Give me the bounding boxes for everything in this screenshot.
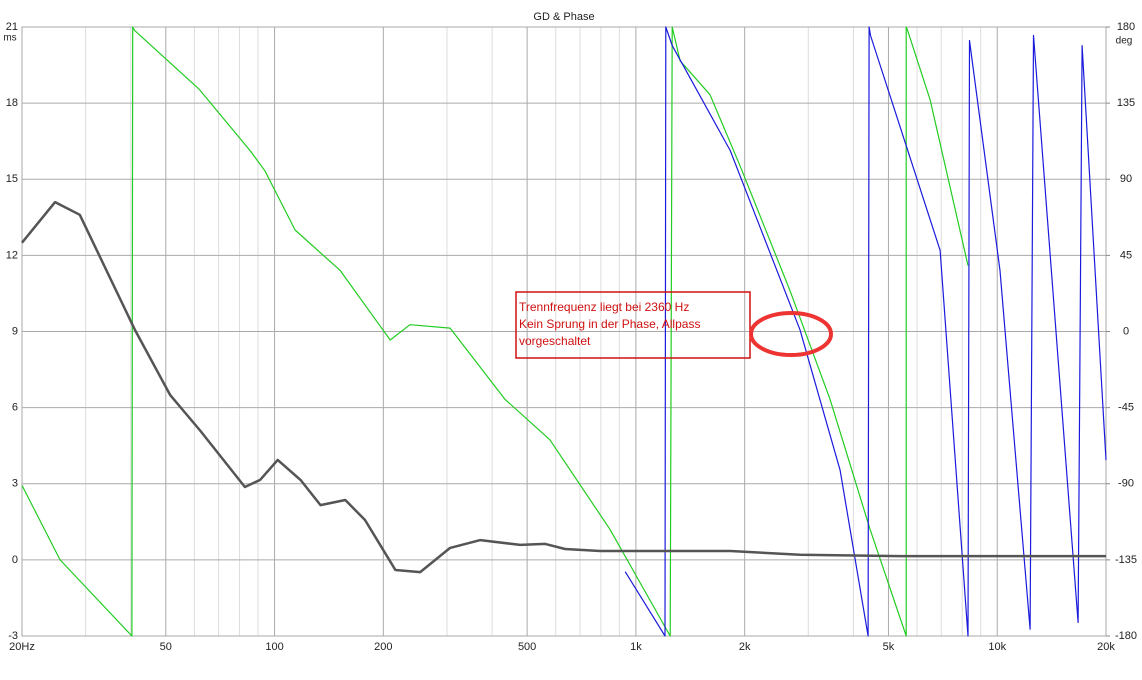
y2-tick-label: 0	[1123, 325, 1129, 337]
x-tick-label: 500	[518, 641, 536, 653]
x-tick-label: 5k	[883, 641, 895, 653]
x-tick-label: 1k	[630, 641, 642, 653]
x-tick-label: 20k	[1097, 641, 1115, 653]
y2-tick-label: -180	[1115, 630, 1137, 642]
y2-tick-label: -90	[1118, 478, 1134, 490]
y-tick-label: 6	[12, 402, 18, 414]
x-tick-label: 20Hz	[9, 641, 35, 653]
annotation-box	[515, 291, 751, 359]
series-line	[624, 26, 1107, 637]
y-tick-label: 12	[6, 249, 18, 261]
x-tick-label: 100	[265, 641, 283, 653]
y2-tick-label: -135	[1115, 554, 1137, 566]
annotation-line: Trennfrequenz liegt bei 2360 Hz	[519, 300, 689, 314]
x-tick-label: 50	[160, 641, 172, 653]
x-tick-label: 2k	[739, 641, 751, 653]
y2-axis-label: deg	[1116, 36, 1133, 47]
y-axis-label: ms	[3, 33, 16, 44]
y2-tick-label: -45	[1118, 402, 1134, 414]
x-tick-label: 10k	[988, 641, 1006, 653]
y-tick-label: 21	[6, 21, 18, 33]
y-tick-label: 15	[6, 173, 18, 185]
y-tick-label: 18	[6, 97, 18, 109]
y-tick-label: 3	[12, 478, 18, 490]
y2-tick-label: 90	[1120, 173, 1132, 185]
series-line	[21, 200, 1106, 574]
x-tick-label: 200	[374, 641, 392, 653]
y-tick-label: 9	[12, 325, 18, 337]
y2-tick-label: 45	[1120, 249, 1132, 261]
series-line	[21, 26, 969, 637]
lines	[21, 26, 1107, 637]
y2-tick-label: 180	[1117, 21, 1135, 33]
y2-tick-label: 135	[1117, 97, 1135, 109]
chart-title: GD & Phase	[533, 11, 594, 23]
y-tick-label: 0	[12, 554, 18, 566]
annotation-line: Kein Sprung in der Phase, Allpass	[519, 317, 700, 331]
highlight-ellipse	[749, 311, 833, 357]
y-tick-label: -3	[8, 630, 18, 642]
annotation-line: vorgeschaltet	[519, 334, 591, 348]
